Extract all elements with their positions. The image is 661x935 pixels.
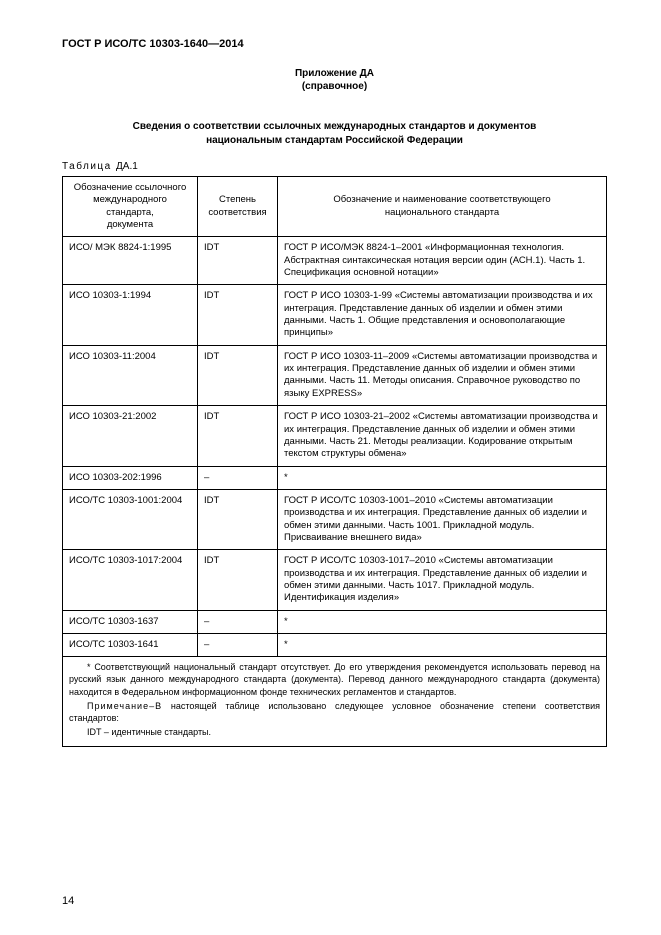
cell-national: * <box>278 610 607 633</box>
table-caption: Таблица ДА.1 <box>62 161 607 172</box>
cell-degree: IDT <box>198 489 278 549</box>
table-row: ИСО/ТС 10303-1641 – * <box>63 633 607 656</box>
col-header-designation: Обозначение ссылочного международного ст… <box>63 177 198 237</box>
cell-degree: IDT <box>198 285 278 345</box>
standards-table: Обозначение ссылочного международного ст… <box>62 176 607 657</box>
cell-degree: – <box>198 610 278 633</box>
cell-designation: ИСО/ТС 10303-1017:2004 <box>63 550 198 610</box>
cell-designation: ИСО 10303-1:1994 <box>63 285 198 345</box>
cell-degree: IDT <box>198 237 278 285</box>
cell-degree: – <box>198 633 278 656</box>
document-header: ГОСТ Р ИСО/ТС 10303-1640—2014 <box>62 38 607 50</box>
table-body: ИСО/ МЭК 8824-1:1995 IDT ГОСТ Р ИСО/МЭК … <box>63 237 607 657</box>
cell-designation: ИСО 10303-11:2004 <box>63 345 198 405</box>
table-row: ИСО 10303-21:2002 IDT ГОСТ Р ИСО 10303-2… <box>63 406 607 466</box>
cell-national: ГОСТ Р ИСО/ТС 10303-1001–2010 «Системы а… <box>278 489 607 549</box>
cell-designation: ИСО/ТС 10303-1637 <box>63 610 198 633</box>
annex-title: Приложение ДА <box>62 68 607 79</box>
annex-subtitle: (справочное) <box>62 81 607 92</box>
cell-degree: IDT <box>198 406 278 466</box>
col-header-national: Обозначение и наименование соответствующ… <box>278 177 607 237</box>
cell-designation: ИСО 10303-21:2002 <box>63 406 198 466</box>
section-title-line-2: национальным стандартам Российской Федер… <box>206 135 463 146</box>
table-row: ИСО/ТС 10303-1001:2004 IDT ГОСТ Р ИСО/ТС… <box>63 489 607 549</box>
table-caption-number: ДА.1 <box>116 161 138 172</box>
table-header-row: Обозначение ссылочного международного ст… <box>63 177 607 237</box>
cell-designation: ИСО/ТС 10303-1001:2004 <box>63 489 198 549</box>
cell-designation: ИСО 10303-202:1996 <box>63 466 198 489</box>
note-legend: Примечание–В настоящей таблице использов… <box>69 700 600 724</box>
cell-designation: ИСО/ МЭК 8824-1:1995 <box>63 237 198 285</box>
col-header-degree: Степень соответствия <box>198 177 278 237</box>
cell-degree: IDT <box>198 345 278 405</box>
document-page: ГОСТ Р ИСО/ТС 10303-1640—2014 Приложение… <box>0 0 661 935</box>
table-row: ИСО/ТС 10303-1637 – * <box>63 610 607 633</box>
cell-designation: ИСО/ТС 10303-1641 <box>63 633 198 656</box>
cell-national: ГОСТ Р ИСО 10303-11–2009 «Системы автома… <box>278 345 607 405</box>
cell-national: * <box>278 466 607 489</box>
cell-national: * <box>278 633 607 656</box>
page-number: 14 <box>62 895 74 907</box>
table-row: ИСО 10303-202:1996 – * <box>63 466 607 489</box>
note-idt: IDT – идентичные стандарты. <box>69 726 600 738</box>
table-row: ИСО/ТС 10303-1017:2004 IDT ГОСТ Р ИСО/ТС… <box>63 550 607 610</box>
note-asterisk: * Соответствующий национальный стандарт … <box>69 661 600 697</box>
cell-national: ГОСТ Р ИСО/ТС 10303-1017–2010 «Системы а… <box>278 550 607 610</box>
cell-national: ГОСТ Р ИСО 10303-21–2002 «Системы автома… <box>278 406 607 466</box>
cell-national: ГОСТ Р ИСО/МЭК 8824-1–2001 «Информационн… <box>278 237 607 285</box>
table-row: ИСО 10303-1:1994 IDT ГОСТ Р ИСО 10303-1-… <box>63 285 607 345</box>
table-notes: * Соответствующий национальный стандарт … <box>62 657 607 747</box>
section-title-line-1: Сведения о соответствии ссылочных междун… <box>133 121 537 132</box>
table-caption-word: Таблица <box>62 161 112 172</box>
cell-degree: IDT <box>198 550 278 610</box>
cell-national: ГОСТ Р ИСО 10303-1-99 «Системы автоматиз… <box>278 285 607 345</box>
section-title: Сведения о соответствии ссылочных междун… <box>62 120 607 147</box>
table-row: ИСО 10303-11:2004 IDT ГОСТ Р ИСО 10303-1… <box>63 345 607 405</box>
table-row: ИСО/ МЭК 8824-1:1995 IDT ГОСТ Р ИСО/МЭК … <box>63 237 607 285</box>
cell-degree: – <box>198 466 278 489</box>
